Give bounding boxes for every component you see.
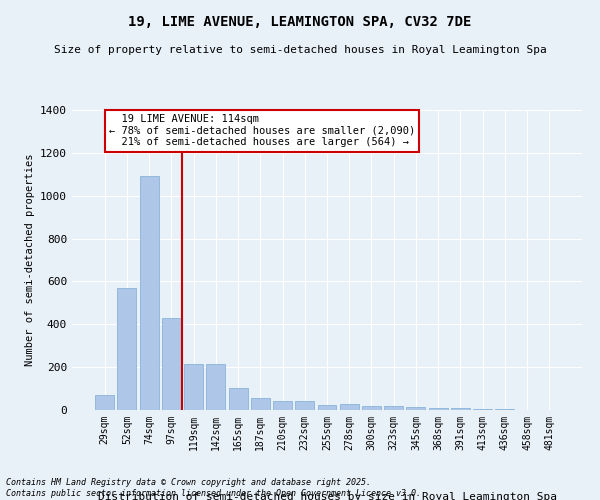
Text: Size of property relative to semi-detached houses in Royal Leamington Spa: Size of property relative to semi-detach…: [53, 45, 547, 55]
Bar: [295, 402, 314, 410]
Bar: [95, 395, 114, 410]
Bar: [273, 402, 292, 410]
Bar: [340, 404, 359, 410]
Bar: [473, 409, 492, 410]
Bar: [451, 408, 470, 410]
Text: 19, LIME AVENUE, LEAMINGTON SPA, CV32 7DE: 19, LIME AVENUE, LEAMINGTON SPA, CV32 7D…: [128, 15, 472, 29]
Bar: [362, 406, 381, 410]
Bar: [162, 318, 181, 410]
X-axis label: Distribution of semi-detached houses by size in Royal Leamington Spa: Distribution of semi-detached houses by …: [97, 492, 557, 500]
Text: 19 LIME AVENUE: 114sqm
← 78% of semi-detached houses are smaller (2,090)
  21% o: 19 LIME AVENUE: 114sqm ← 78% of semi-det…: [109, 114, 415, 148]
Bar: [251, 398, 270, 410]
Bar: [406, 407, 425, 410]
Text: Contains HM Land Registry data © Crown copyright and database right 2025.
Contai: Contains HM Land Registry data © Crown c…: [6, 478, 421, 498]
Bar: [118, 288, 136, 410]
Bar: [317, 404, 337, 410]
Bar: [384, 406, 403, 410]
Bar: [140, 176, 158, 410]
Bar: [206, 364, 225, 410]
Bar: [184, 364, 203, 410]
Bar: [229, 388, 248, 410]
Bar: [429, 408, 448, 410]
Y-axis label: Number of semi-detached properties: Number of semi-detached properties: [25, 154, 35, 366]
